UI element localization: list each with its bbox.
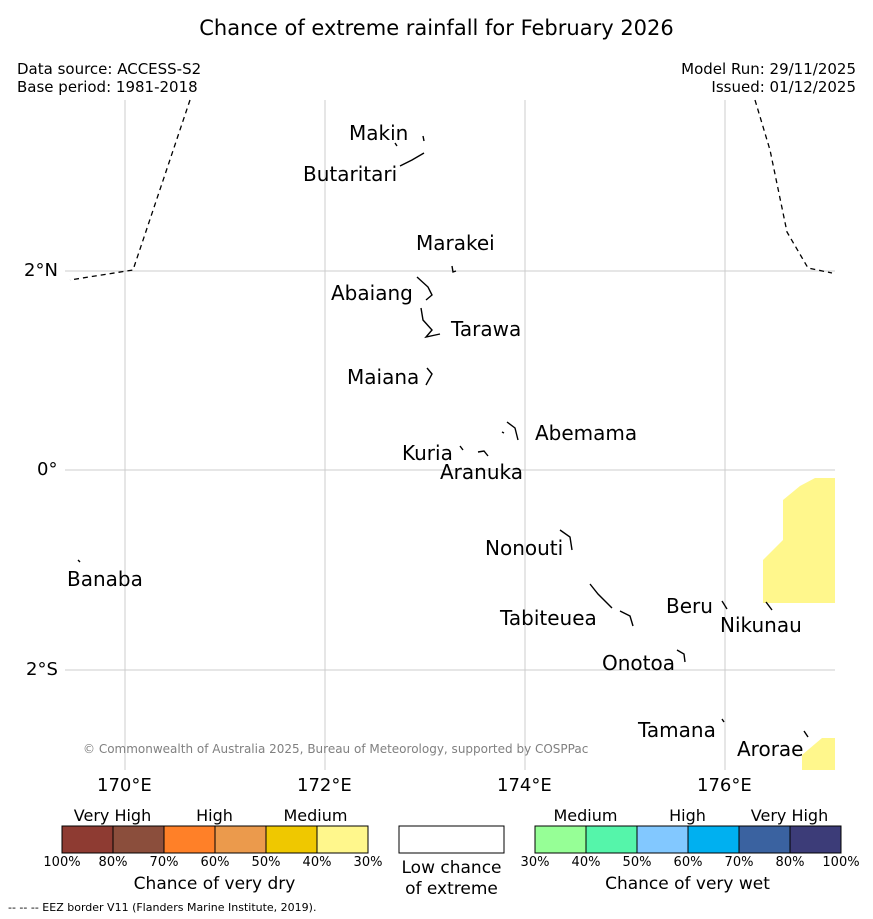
dry-colorbar [61, 825, 369, 854]
island-nonouti [559, 529, 573, 551]
wet-swatch [738, 825, 791, 854]
place-label-arorae: Arorae [737, 737, 804, 761]
islands [77, 135, 809, 738]
base-period-text: Base period: 1981-2018 [17, 78, 198, 96]
dry-tick-label: 50% [251, 855, 281, 870]
dry-category-very-high: Very High [73, 806, 152, 825]
lon-tick-label: 170°E [97, 775, 152, 796]
place-label-onotoa: Onotoa [602, 651, 675, 675]
dry-swatch [163, 825, 216, 854]
place-label-kuria: Kuria [402, 441, 453, 465]
issued-text: Issued: 01/12/2025 [711, 78, 856, 96]
lon-tick-label: 174°E [497, 775, 552, 796]
place-label-makin: Makin [349, 121, 409, 145]
island-abemama [501, 421, 519, 441]
place-label-marakei: Marakei [416, 231, 495, 255]
dry-tick-label: 80% [98, 855, 128, 870]
wet-category-medium: Medium [553, 806, 618, 825]
dry-swatch [112, 825, 165, 854]
place-label-aranuka: Aranuka [440, 460, 523, 484]
island-aranuka [477, 450, 489, 457]
eez-borders [69, 99, 833, 281]
island-tarawa [420, 307, 441, 339]
medium-dry-area-southeast [802, 738, 835, 770]
dry-tick-label: 100% [43, 855, 81, 870]
eez-border-west [69, 99, 191, 281]
place-label-maiana: Maiana [347, 365, 420, 389]
island-kuria [459, 445, 464, 451]
dry-swatch [265, 825, 318, 854]
lat-tick-label: 2°N [24, 260, 58, 281]
dry-category-medium: Medium [283, 806, 348, 825]
lat-tick-label: 2°S [26, 659, 58, 680]
island-maiana [425, 367, 433, 386]
lon-tick-label: 172°E [297, 775, 352, 796]
wet-category-high: High [669, 806, 706, 825]
dry-category-high: High [196, 806, 233, 825]
dry-swatch [214, 825, 267, 854]
island-makin [394, 135, 425, 147]
wet-tick-label: 80% [775, 855, 805, 870]
wet-category-very-high: Very High [750, 806, 829, 825]
graticule [65, 100, 835, 770]
place-label-butaritari: Butaritari [303, 162, 398, 186]
wet-swatch [636, 825, 689, 854]
wet-colorbar [534, 825, 842, 854]
dry-tick-label: 70% [149, 855, 179, 870]
island-onotoa [676, 649, 686, 663]
low-chance-label-line1: Low chance [401, 858, 502, 878]
island-tabiteuea [589, 583, 634, 627]
place-label-nonouti: Nonouti [485, 536, 564, 560]
wet-tick-label: 100% [822, 855, 860, 870]
place-label-tamana: Tamana [638, 718, 716, 742]
place-label-tarawa: Tarawa [451, 317, 522, 341]
wet-tick-label: 60% [673, 855, 703, 870]
wet-tick-label: 50% [622, 855, 652, 870]
place-label-nikunau: Nikunau [720, 613, 802, 637]
place-label-beru: Beru [666, 594, 713, 618]
data-source-text: Data source: ACCESS-S2 [17, 60, 202, 78]
lat-tick-label: 0° [37, 459, 58, 480]
wet-swatch [585, 825, 638, 854]
island-marakei [451, 265, 457, 273]
copyright-text: © Commonwealth of Australia 2025, Bureau… [83, 742, 589, 756]
dry-tick-label: 40% [302, 855, 332, 870]
low-chance-swatch [398, 825, 505, 854]
medium-dry-area-east [763, 478, 835, 603]
eez-border-east [754, 99, 833, 274]
dry-tick-label: 30% [353, 855, 383, 870]
island-nikunau [765, 601, 773, 611]
dry-tick-label: 60% [200, 855, 230, 870]
place-label-abemama: Abemama [535, 421, 638, 445]
dry-swatch [61, 825, 114, 854]
island-abaiang [416, 276, 433, 301]
wet-tick-label: 70% [724, 855, 754, 870]
island-butaritari [399, 152, 425, 167]
eez-border-footnote: -- -- -- EEZ border V11 (Flanders Marine… [8, 901, 317, 914]
model-run-text: Model Run: 29/11/2025 [681, 60, 856, 78]
low-chance-label-line2: of extreme [405, 879, 498, 899]
lon-tick-label: 176°E [697, 775, 752, 796]
wet-swatch [534, 825, 587, 854]
wet-swatch [789, 825, 842, 854]
island-banaba [77, 559, 81, 563]
wet-tick-label: 30% [520, 855, 550, 870]
dry-swatch [316, 825, 369, 854]
wet-swatch [687, 825, 740, 854]
wet-tick-label: 40% [571, 855, 601, 870]
place-label-tabiteuea: Tabiteuea [500, 606, 597, 630]
map-title: Chance of extreme rainfall for February … [199, 16, 674, 40]
wet-legend-title: Chance of very wet [605, 874, 770, 894]
island-arorae [803, 730, 809, 738]
island-beru [721, 600, 728, 610]
place-label-abaiang: Abaiang [331, 281, 413, 305]
dry-legend-title: Chance of very dry [133, 874, 296, 894]
island-tamana [721, 718, 725, 723]
place-label-banaba: Banaba [67, 567, 143, 591]
